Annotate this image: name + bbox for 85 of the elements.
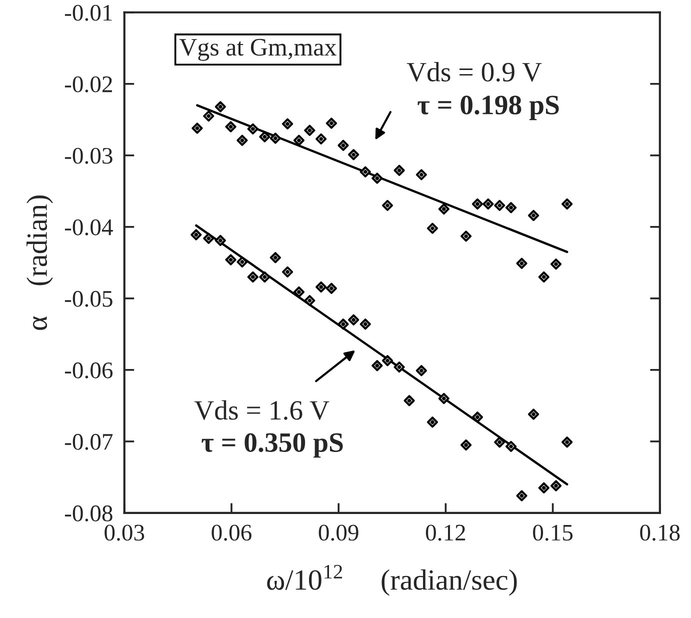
point: [416, 365, 427, 376]
point: [472, 412, 484, 423]
point: [372, 172, 383, 184]
point: [426, 222, 438, 234]
point: [236, 134, 248, 146]
point: [338, 318, 349, 330]
annotation: Vds = 1.6 V: [194, 400, 330, 420]
point: [505, 440, 517, 452]
point: [550, 258, 562, 270]
point: [282, 118, 294, 130]
point: [416, 169, 427, 180]
x-tick-label: 0.12: [426, 524, 466, 541]
point: [382, 355, 394, 366]
y-tick-label: -0.05: [64, 290, 112, 307]
point: [460, 439, 472, 451]
point: [550, 480, 562, 492]
annotation: Vds = 0.9 V: [406, 62, 542, 82]
point: [516, 490, 528, 502]
point: [236, 256, 248, 268]
point: [348, 314, 360, 326]
y-tick-label: -0.07: [64, 434, 113, 450]
point: [326, 282, 337, 294]
x-tick-label: 0.06: [212, 524, 252, 541]
point: [203, 232, 214, 244]
y-tick-label: -0.08: [64, 505, 112, 522]
point: [394, 164, 405, 176]
point: [214, 101, 226, 112]
point: [214, 234, 226, 246]
y-tick-label: -0.02: [64, 76, 112, 92]
point: [426, 416, 438, 428]
point: [282, 266, 294, 278]
text: ω/10$^{12}$ (radian/sec): [267, 564, 517, 596]
point: [538, 271, 550, 282]
point: [203, 110, 214, 122]
point: [360, 166, 371, 178]
point: [438, 203, 450, 215]
point: [304, 124, 316, 136]
annotation: Vgs at Gm,max: [179, 38, 336, 61]
point: [247, 271, 258, 282]
point: [326, 118, 337, 129]
y-tick-label: -0.01: [64, 4, 112, 21]
x-tick-label: 0.09: [318, 524, 358, 541]
point: [304, 295, 316, 306]
point: [562, 198, 573, 210]
point: [562, 436, 573, 448]
point: [190, 229, 202, 240]
point: [460, 230, 472, 242]
point: [382, 200, 394, 211]
point: [259, 131, 270, 142]
point: [494, 436, 506, 448]
point: [259, 271, 270, 282]
point: [348, 149, 360, 160]
point: [247, 123, 258, 134]
y-tick-label: -0.03: [64, 148, 112, 164]
point: [192, 122, 203, 134]
annotation: τ = 0.198 pS: [418, 96, 559, 120]
point: [394, 362, 405, 373]
y-axis-title: α (radian): [26, 196, 53, 330]
point: [404, 395, 415, 406]
point: [372, 360, 383, 372]
point: [338, 140, 349, 151]
annotation: τ = 0.350 pS: [202, 433, 343, 458]
point: [438, 392, 450, 404]
point: [494, 200, 506, 211]
y-tick-label: -0.06: [64, 362, 113, 378]
point: [316, 281, 327, 293]
point: [538, 482, 550, 494]
point: [482, 198, 494, 210]
point: [293, 286, 305, 298]
x-tick-label: 0.15: [533, 524, 573, 541]
point: [225, 121, 236, 132]
point: [516, 258, 528, 269]
point: [528, 408, 540, 420]
point: [293, 134, 305, 146]
point: [270, 252, 281, 264]
x-tick-label: 0.03: [104, 524, 144, 541]
point: [505, 202, 517, 214]
point: [225, 254, 236, 266]
point: [360, 318, 371, 330]
point: [316, 133, 327, 144]
point: [472, 198, 484, 210]
point: [528, 210, 540, 221]
x-tick-label: 0.18: [640, 524, 680, 541]
y-tick-label: -0.04: [64, 219, 113, 236]
point: [270, 132, 281, 144]
